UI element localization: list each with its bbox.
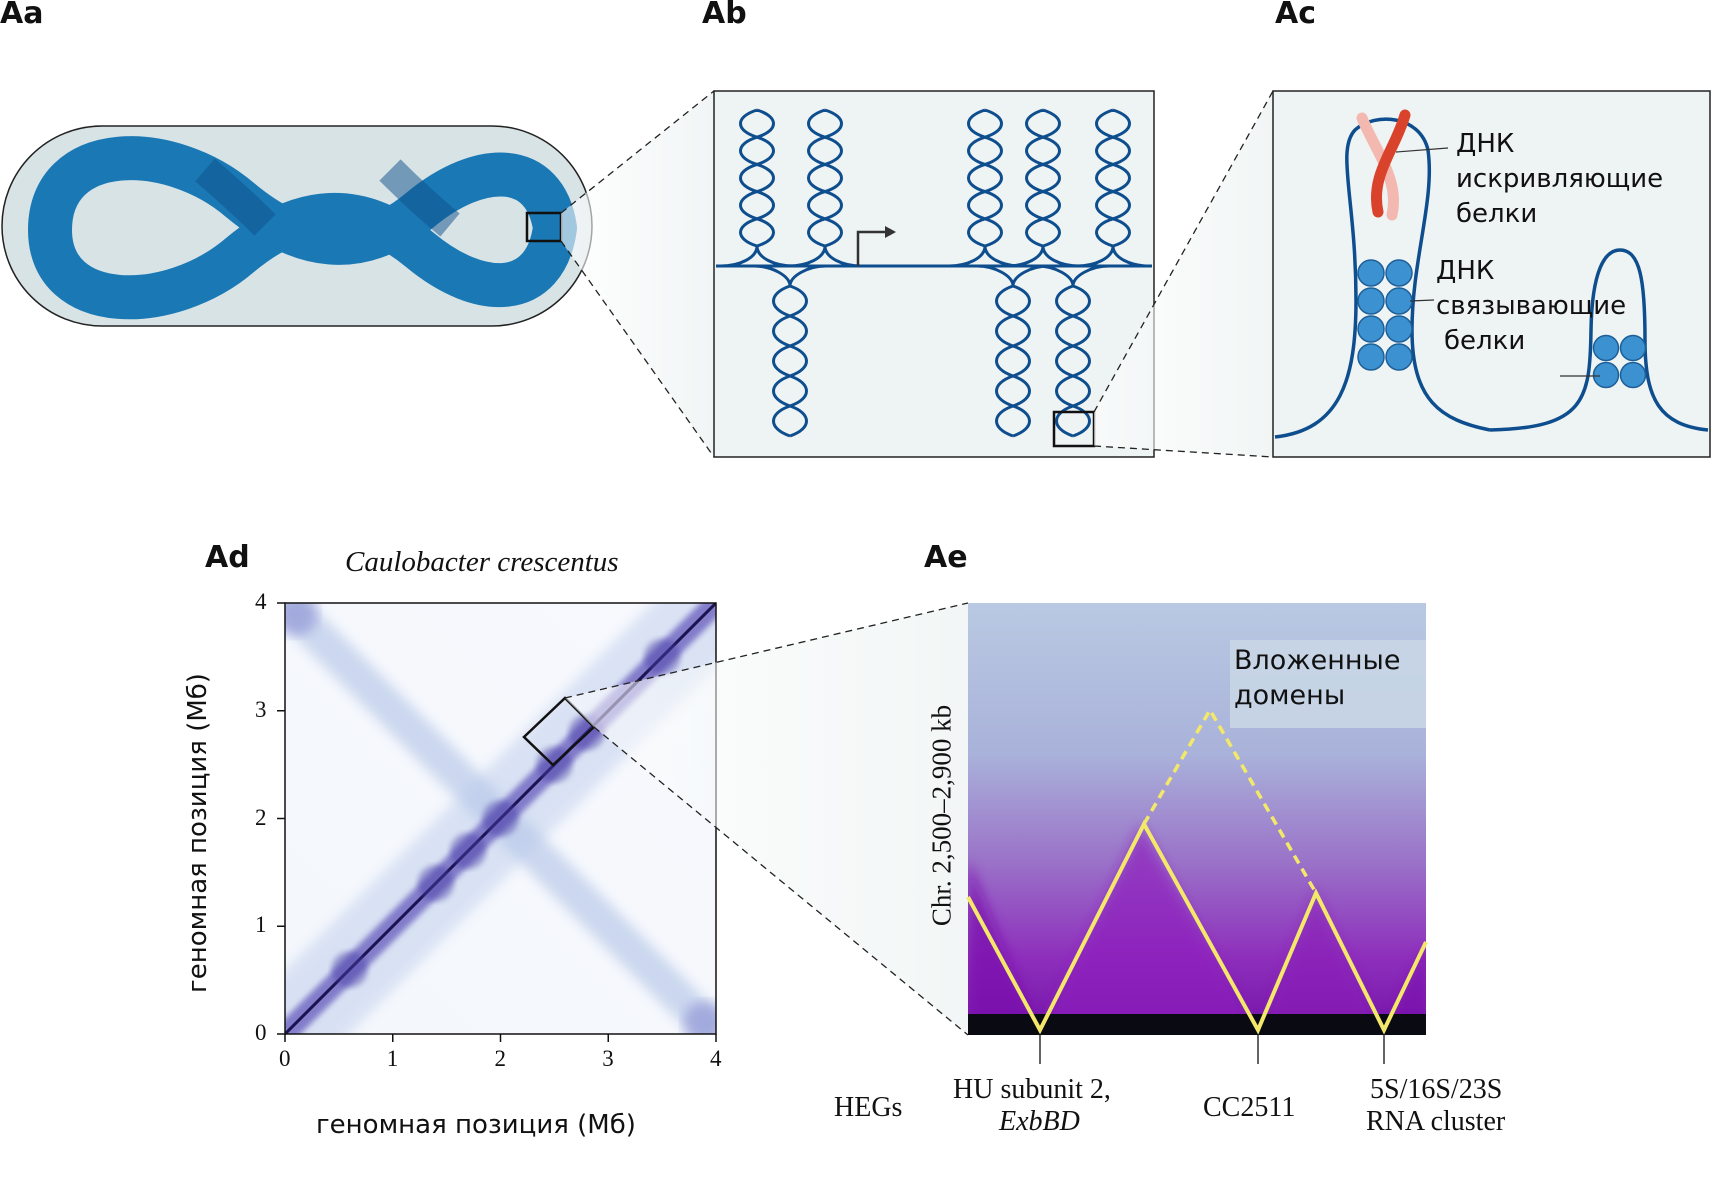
dna-bending-protein	[1356, 109, 1411, 221]
domain-boundary-solid	[966, 819, 1428, 1035]
coil-stem	[823, 245, 862, 268]
bending-protein-label: ДНК искривляющие белки	[1456, 129, 1664, 229]
heatmap-ylabel: геномная позиция (Мб)	[183, 673, 213, 993]
plectoneme-coil	[1095, 108, 1131, 248]
plectoneme-coil	[1025, 108, 1061, 248]
panel-label-ac: Ac	[1275, 0, 1317, 31]
promoter-arrow-icon	[856, 230, 885, 266]
binding-protein-bead	[1385, 343, 1413, 371]
binding-protein-bead	[1357, 287, 1385, 315]
binding-protein-bead	[1592, 334, 1620, 362]
gene-label-rna-cluster: 5S/16S/23S RNA cluster	[1366, 1074, 1506, 1137]
y-tick-label: 4	[255, 589, 267, 614]
binding-protein-label: ДНК связывающие белки	[1436, 256, 1627, 356]
heatmap-title: Caulobacter crescentus	[345, 546, 619, 578]
binding-protein-bead	[1619, 361, 1647, 389]
x-tick-label: 0	[279, 1046, 291, 1071]
x-tick-label: 3	[602, 1046, 614, 1071]
y-tick-label: 0	[255, 1020, 267, 1045]
binding-protein-bead	[1357, 315, 1385, 343]
x-tick-label: 1	[386, 1046, 399, 1071]
panel-label-ab: Ab	[702, 0, 747, 31]
gene-label-hu: HU subunit 2, ExbBD	[953, 1074, 1111, 1137]
coil-stem	[1041, 245, 1080, 268]
x-tick-label: 4	[710, 1046, 722, 1071]
dna-loop-large	[1274, 117, 1491, 439]
protein-panel	[1272, 90, 1711, 458]
plectoneme-coil	[807, 108, 843, 248]
binding-protein-bead	[1385, 315, 1413, 343]
heg-label: HEGs	[834, 1092, 903, 1123]
hic-heatmap	[277, 602, 717, 1042]
binding-protein-bead	[1357, 343, 1385, 371]
binding-protein-bead	[1385, 287, 1413, 315]
cell-diagram	[1, 125, 593, 327]
heatmap-xlabel: геномная позиция (Мб)	[316, 1110, 636, 1140]
y-tick-label: 1	[255, 912, 267, 938]
panel-label-aa: Aa	[0, 0, 44, 31]
panel-label-ae: Ae	[924, 540, 968, 575]
binding-protein-bead	[1592, 361, 1620, 389]
binding-protein-bead	[1357, 259, 1385, 287]
domain-boundary-nested	[1142, 706, 1318, 894]
supercoil-panel	[713, 90, 1155, 458]
dna-loop-small	[1489, 248, 1709, 432]
hic-zoom-panel	[966, 603, 1428, 1064]
coil-stem	[1071, 264, 1110, 287]
binding-protein-bead	[1619, 334, 1647, 362]
nested-domains-label: Вложенные домены	[1234, 645, 1401, 711]
coil-stem	[788, 264, 827, 287]
plectoneme-coil	[967, 108, 1003, 248]
coil-stem	[1111, 245, 1150, 268]
plectoneme-coil	[995, 284, 1031, 438]
gene-label-cc2511: CC2511	[1203, 1092, 1296, 1123]
y-tick-label: 3	[255, 696, 267, 722]
zoom-ylabel: Chr. 2,500–2,900 kb	[926, 704, 957, 927]
y-tick-label: 2	[255, 804, 267, 830]
coil-stem	[755, 245, 794, 268]
x-tick-label: 2	[494, 1046, 507, 1071]
plectoneme-coil	[1055, 284, 1091, 438]
panel-label-ad: Ad	[205, 540, 250, 575]
plectoneme-coil	[739, 108, 775, 248]
binding-protein-bead	[1385, 259, 1413, 287]
plectoneme-coil	[772, 284, 808, 438]
